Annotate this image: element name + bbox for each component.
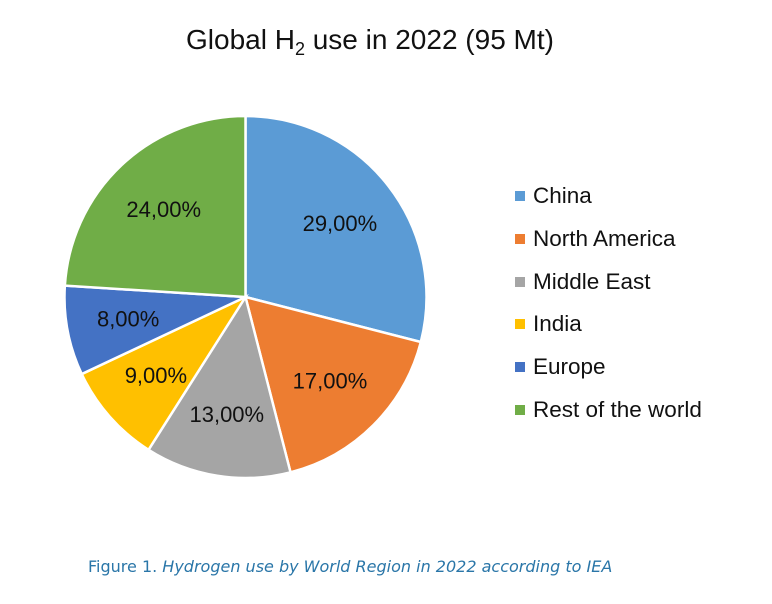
data-label: 29,00% — [303, 211, 378, 236]
title-text-suffix: use in 2022 (95 Mt) — [304, 24, 554, 55]
caption-text: Hydrogen use by World Region in 2022 acc… — [162, 557, 613, 576]
legend-label: Middle East — [533, 268, 651, 294]
data-label: 17,00% — [293, 368, 368, 393]
legend-label: India — [533, 311, 582, 337]
legend-label: Europe — [533, 354, 606, 380]
legend-item: Rest of the world — [515, 388, 702, 431]
legend-swatch — [515, 234, 525, 245]
pie-slice-europe — [63, 284, 247, 376]
legend-item: India — [515, 303, 702, 346]
legend-item: Middle East — [515, 260, 702, 303]
data-label: 24,00% — [126, 197, 201, 222]
data-label: 8,00% — [97, 306, 159, 331]
title-text: Global H — [186, 24, 295, 55]
legend-label: China — [533, 183, 592, 209]
legend-swatch — [515, 319, 525, 330]
legend-swatch — [515, 191, 525, 202]
legend-swatch — [515, 362, 525, 373]
chart-title: Global H2 use in 2022 (95 Mt) — [0, 24, 740, 60]
legend-item: North America — [515, 218, 702, 261]
title-subscript: 2 — [294, 39, 305, 59]
pie-slice-rest-of-the-world — [63, 114, 247, 299]
figure-caption: Figure 1. Hydrogen use by World Region i… — [88, 557, 612, 576]
caption-label: Figure 1. — [88, 557, 158, 576]
legend-swatch — [515, 276, 525, 287]
legend: China North America Middle East India Europe… — [515, 175, 702, 431]
pie-slice-china — [244, 114, 428, 344]
pie-slice-north-america — [243, 295, 423, 474]
legend-item: Europe — [515, 346, 702, 389]
data-label: 9,00% — [125, 363, 187, 388]
pie-slice-middle-east — [146, 293, 293, 480]
data-label: 13,00% — [189, 402, 264, 427]
legend-item: China — [515, 175, 702, 218]
pie-slice-india — [80, 294, 249, 452]
legend-swatch — [515, 404, 525, 415]
legend-label: North America — [533, 226, 676, 252]
legend-label: Rest of the world — [533, 396, 702, 422]
